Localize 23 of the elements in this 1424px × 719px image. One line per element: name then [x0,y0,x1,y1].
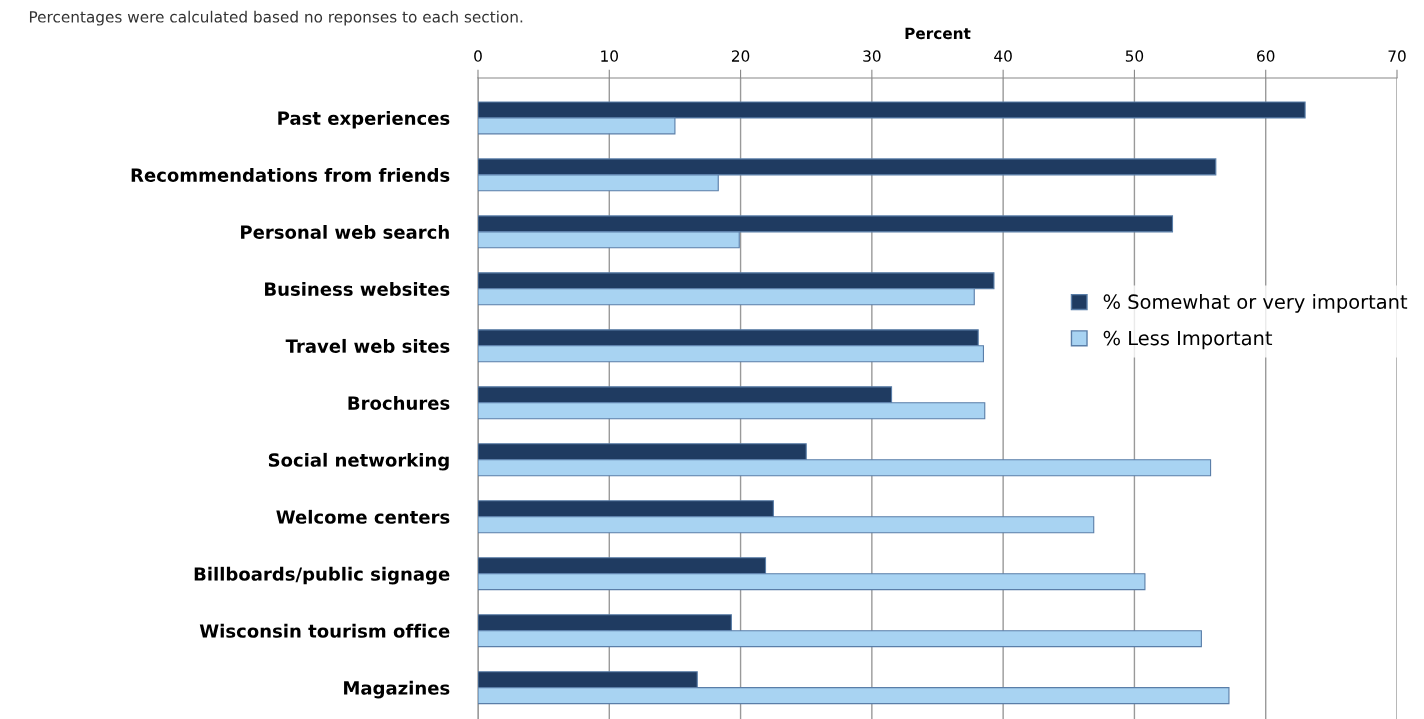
x-tick-label: 40 [994,50,1012,62]
y-tick-label: Billboards/public signage [194,566,450,585]
y-tick-label: Magazines [344,680,450,699]
x-tick-label: 70 [1388,50,1406,62]
y-tick-label: Welcome centers [276,509,450,524]
y-tick-label: Wisconsin tourism office [199,623,450,638]
x-tick-label: 60 [1257,50,1275,62]
x-tick-label: 10 [601,50,618,62]
y-tick-label: Travel web sites [285,338,450,353]
y-tick-label: Recommendations from friends [131,168,450,182]
y-tick-label: Personal web search [241,224,449,239]
y-tick-label: Social networking [268,452,449,471]
y-tick-label: Brochures [348,395,450,410]
x-tick-label: 30 [863,50,881,62]
y-tick-label: Past experiences [278,111,450,129]
legend-label: % Less Important [1103,330,1273,350]
text: Percentages were calculated based no reponses to each section. [29,10,523,26]
x-axis-title: Percent [905,27,971,40]
legend-label: % Somewhat or very important [1103,294,1408,313]
x-tick-label: 0 [474,50,482,62]
x-tick-label: 50 [1125,50,1144,62]
y-tick-label: Business websites [265,281,450,296]
x-tick-label: 20 [731,50,750,62]
